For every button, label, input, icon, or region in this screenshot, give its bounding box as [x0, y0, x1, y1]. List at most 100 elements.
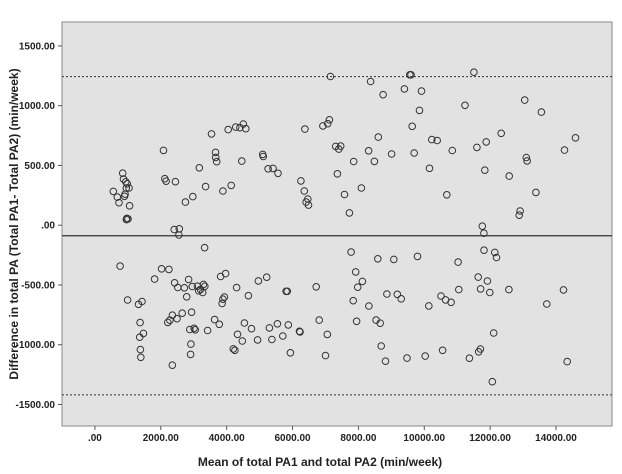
data-point	[347, 248, 355, 256]
data-point	[349, 296, 358, 305]
data-point	[336, 142, 345, 150]
data-point	[532, 188, 540, 197]
data-point	[262, 273, 271, 282]
y-tick-label: .00	[41, 221, 55, 232]
data-point	[413, 252, 422, 261]
data-point	[157, 265, 166, 273]
x-tick-label: 12000.00	[469, 433, 511, 444]
data-point	[491, 248, 499, 257]
data-point	[200, 243, 209, 252]
data-point	[231, 123, 240, 131]
data-point	[201, 182, 210, 191]
data-point	[191, 326, 199, 334]
reference-lines	[62, 76, 612, 396]
data-point	[523, 157, 531, 165]
data-point	[478, 222, 487, 230]
data-point	[286, 349, 295, 357]
data-point	[124, 215, 132, 223]
data-point	[301, 125, 309, 133]
data-point	[247, 324, 256, 333]
data-point	[139, 329, 148, 338]
data-point	[480, 246, 488, 254]
data-point	[323, 330, 332, 339]
data-point	[421, 352, 430, 360]
data-point	[227, 181, 235, 190]
data-point	[233, 330, 242, 339]
data-point	[165, 265, 173, 274]
data-point	[476, 285, 485, 293]
data-point	[186, 325, 194, 334]
data-point	[201, 282, 209, 291]
data-point	[224, 125, 232, 134]
data-point	[283, 287, 292, 296]
data-point	[125, 184, 133, 192]
data-point	[520, 96, 529, 104]
data-point	[333, 170, 342, 178]
data-point	[425, 302, 433, 310]
data-point	[162, 177, 170, 185]
data-point	[438, 346, 447, 355]
data-point	[352, 317, 361, 326]
data-point	[173, 314, 181, 323]
data-point	[486, 288, 494, 297]
data-point	[238, 337, 247, 345]
data-point	[279, 332, 287, 340]
data-point	[312, 283, 321, 291]
data-point	[296, 328, 304, 336]
data-point	[374, 133, 383, 141]
x-axis-title: Mean of total PA1 and total PA2 (min/wee…	[198, 455, 442, 469]
data-point	[410, 149, 419, 157]
data-point	[374, 254, 382, 263]
data-point	[221, 269, 230, 278]
data-point	[304, 201, 313, 209]
data-point	[470, 68, 478, 76]
data-point	[505, 172, 514, 180]
data-point	[433, 136, 442, 145]
data-point	[474, 273, 483, 281]
data-point	[240, 319, 249, 327]
data-point	[211, 153, 220, 162]
data-point	[136, 345, 145, 354]
data-point	[269, 164, 277, 173]
data-point	[381, 357, 390, 366]
data-point	[219, 187, 227, 195]
data-point	[454, 258, 462, 266]
data-point	[189, 192, 197, 201]
data-point	[187, 340, 195, 348]
y-tick-label: 500.00	[24, 161, 55, 172]
data-point	[323, 119, 332, 128]
data-point	[211, 148, 220, 157]
data-point	[461, 101, 469, 110]
data-point	[505, 285, 513, 294]
data-point	[482, 138, 491, 146]
data-point	[188, 282, 197, 291]
data-point	[244, 291, 253, 300]
data-point	[136, 318, 144, 327]
data-point	[315, 316, 324, 324]
data-point	[383, 290, 391, 298]
data-point	[437, 292, 445, 300]
data-points	[109, 68, 580, 386]
data-point	[274, 169, 282, 178]
y-tick-label: -1500.00	[16, 400, 56, 411]
data-point	[455, 285, 463, 294]
x-tick-label: 8000.00	[340, 433, 377, 444]
data-point	[181, 198, 190, 206]
data-point	[259, 152, 268, 161]
data-point	[116, 262, 124, 270]
data-point	[345, 209, 354, 217]
data-point	[238, 157, 246, 165]
data-point	[207, 130, 216, 138]
data-point	[393, 290, 402, 299]
data-point	[190, 324, 198, 333]
data-point	[563, 357, 572, 366]
data-point	[268, 335, 276, 344]
data-point	[387, 150, 396, 158]
data-point	[195, 164, 204, 172]
data-point	[231, 346, 239, 355]
data-point	[366, 77, 375, 86]
data-point	[571, 134, 580, 142]
data-point	[175, 225, 184, 233]
data-point	[403, 354, 411, 362]
data-point	[390, 255, 398, 264]
